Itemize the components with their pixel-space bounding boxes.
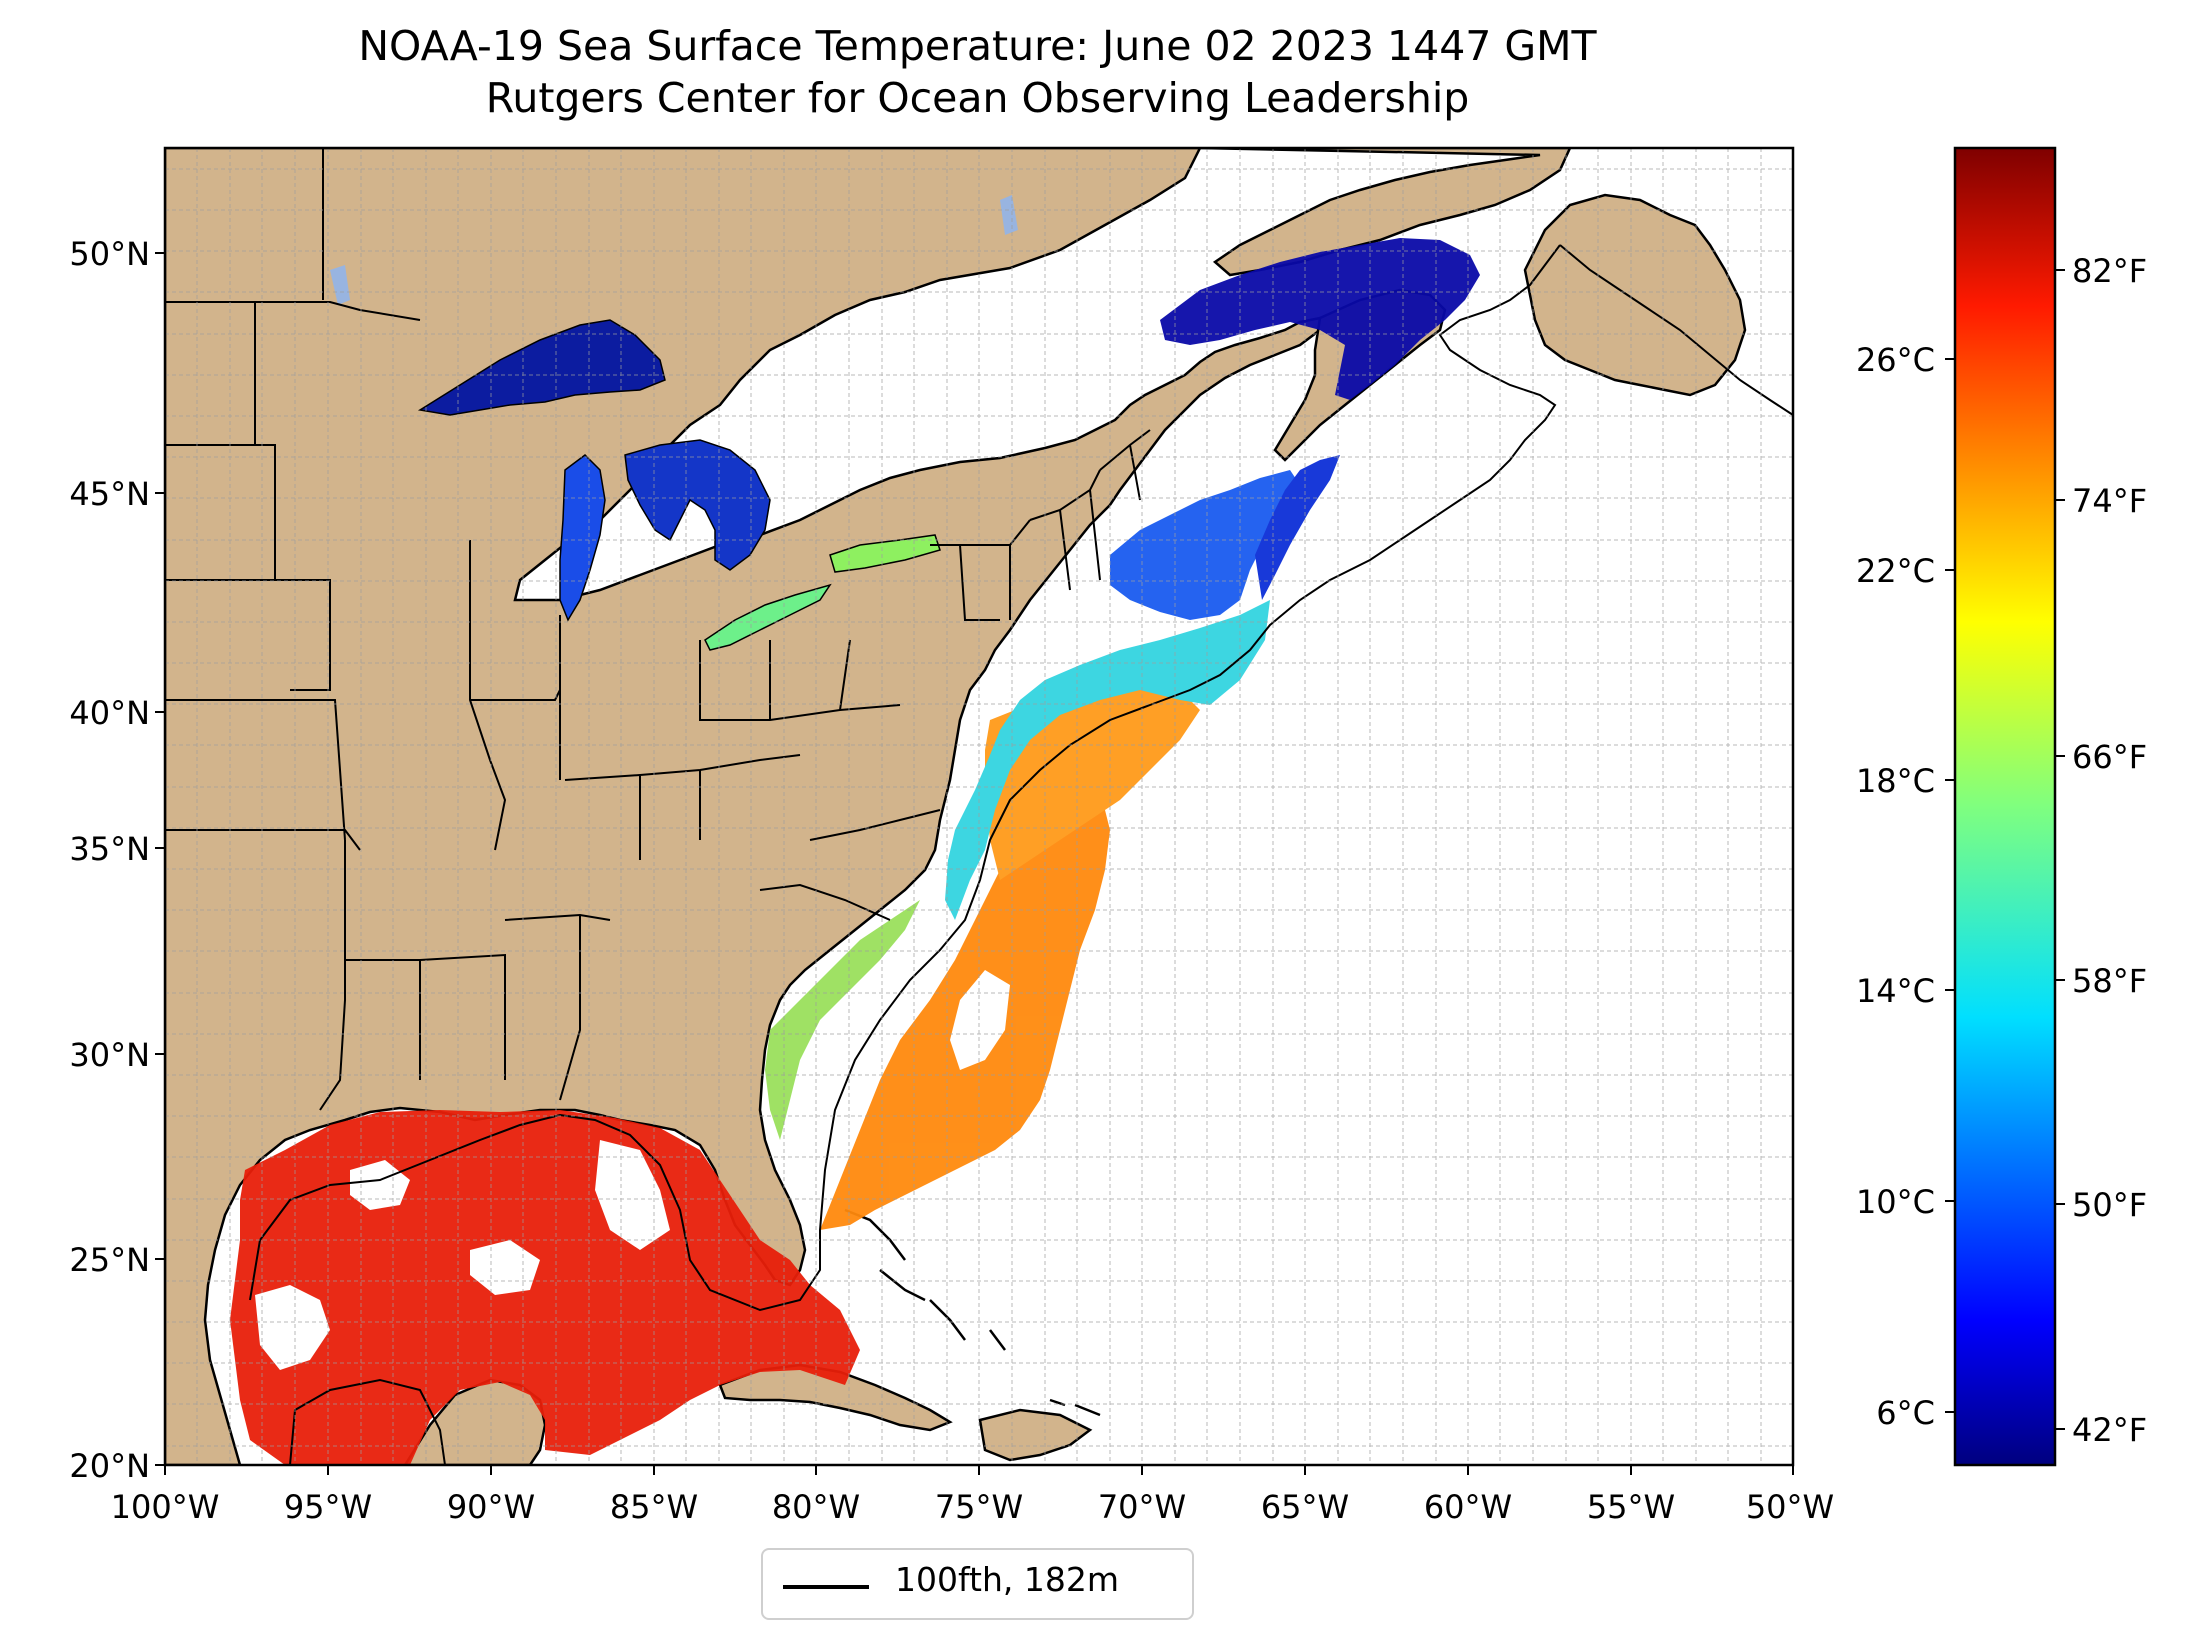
land-quebec-labrador	[1199, 148, 1572, 277]
colorbar-celsius-label: 26°C	[1856, 341, 1935, 379]
colorbar-fahrenheit-label: 42°F	[2072, 1411, 2147, 1449]
lat-tick-label: 45°N	[69, 475, 150, 513]
lat-tick-label: 20°N	[69, 1447, 150, 1485]
lake-winnipeg-area	[330, 265, 350, 305]
colorbar-celsius-label: 22°C	[1856, 552, 1935, 590]
land-bahamas	[844, 1208, 1101, 1417]
lon-tick-label: 60°W	[1424, 1488, 1512, 1526]
lake-superior	[417, 319, 666, 416]
lake-ontario	[829, 534, 941, 573]
lon-tick-label: 85°W	[610, 1488, 698, 1526]
map-subtitle: Rutgers Center for Ocean Observing Leade…	[485, 74, 1470, 122]
colorbar-fahrenheit-label: 66°F	[2072, 738, 2147, 776]
latitude-axis: 20°N 25°N 30°N 35°N 40°N 45°N 50°N	[69, 235, 165, 1485]
lake-nipigon	[1000, 195, 1018, 235]
land-hispaniola	[978, 1408, 1093, 1462]
great-lakes	[330, 195, 1018, 651]
lake-erie	[704, 583, 832, 651]
sst-gulf-cloud-gap-3	[350, 1160, 410, 1210]
lon-tick-label: 55°W	[1587, 1488, 1675, 1526]
colorbar-fahrenheit-label: 50°F	[2072, 1186, 2147, 1224]
sst-gulf-of-maine	[1110, 470, 1300, 620]
colorbar-celsius-label: 10°C	[1856, 1183, 1935, 1221]
map-grid	[165, 148, 1793, 1465]
colorbar-celsius-label: 18°C	[1856, 762, 1935, 800]
sst-atlantic-cloud-gap	[950, 970, 1010, 1070]
lon-tick-label: 90°W	[447, 1488, 535, 1526]
land-newfoundland	[1523, 193, 1747, 397]
colorbar-fahrenheit-label: 74°F	[2072, 482, 2147, 520]
lat-tick-label: 50°N	[69, 235, 150, 273]
lake-michigan	[559, 454, 606, 622]
map-panel	[165, 148, 1793, 1465]
legend-label: 100fth, 182m	[895, 1560, 1119, 1599]
lon-tick-label: 80°W	[772, 1488, 860, 1526]
legend-isobath-line	[783, 1585, 869, 1589]
lat-tick-label: 25°N	[69, 1241, 150, 1279]
lon-tick-label: 65°W	[1261, 1488, 1349, 1526]
sst-southeast-shelf	[765, 900, 920, 1140]
colorbar-gradient	[1953, 146, 2057, 1467]
sst-gulf-cloud-gap	[595, 1140, 670, 1250]
colorbar-fahrenheit-label: 82°F	[2072, 252, 2147, 290]
colorbar-celsius-label: 6°C	[1876, 1394, 1935, 1432]
sst-swath	[230, 238, 1480, 1465]
lon-tick-label: 100°W	[111, 1488, 220, 1526]
sst-gulf-st-lawrence	[1160, 238, 1480, 400]
land-north-america	[165, 148, 1322, 1465]
lake-huron	[624, 439, 771, 571]
legend-box: 100fth, 182m	[761, 1548, 1194, 1620]
colorbar-celsius-label: 14°C	[1856, 972, 1935, 1010]
sst-mid-atlantic	[945, 600, 1270, 920]
colorbar-fahrenheit-label: 58°F	[2072, 962, 2147, 1000]
lon-tick-label: 70°W	[1098, 1488, 1186, 1526]
lon-tick-label: 75°W	[935, 1488, 1023, 1526]
longitude-axis: 100°W 95°W 90°W 85°W 80°W 75°W 70°W 65°W…	[111, 1465, 1834, 1526]
sst-gulf-cloud-gap-2	[255, 1285, 330, 1370]
lat-tick-label: 35°N	[69, 830, 150, 868]
sst-nova-scotia-shelf	[1255, 455, 1340, 600]
map-title: NOAA-19 Sea Surface Temperature: June 02…	[358, 22, 1597, 70]
lat-tick-label: 40°N	[69, 694, 150, 732]
political-boundaries	[165, 148, 1151, 1111]
lon-tick-label: 95°W	[284, 1488, 372, 1526]
colorbar: 6°C 10°C 14°C 18°C 22°C 26°C 42°F 50°F 5…	[1856, 146, 2147, 1467]
lat-tick-label: 30°N	[69, 1036, 150, 1074]
lon-tick-label: 50°W	[1746, 1488, 1834, 1526]
